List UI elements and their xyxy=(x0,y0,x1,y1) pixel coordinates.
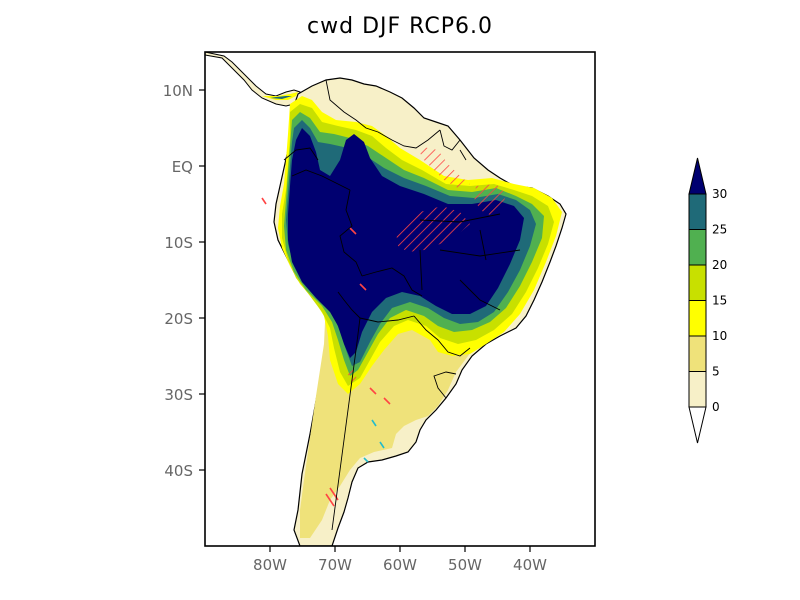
colorbar-label: 10 xyxy=(712,329,727,343)
colorbar-label: 20 xyxy=(712,258,727,272)
y-tick-label: 10N xyxy=(163,82,193,100)
border-guianas xyxy=(439,129,467,161)
y-tick-label: EQ xyxy=(172,158,193,176)
border-venezuela-brazil xyxy=(377,129,441,149)
map-title: cwd DJF RCP6.0 xyxy=(307,14,493,39)
colorbar-label: 0 xyxy=(712,400,720,414)
y-tick-label: 20S xyxy=(164,310,193,328)
central-america-wet-band xyxy=(270,96,292,99)
hatch-region-east xyxy=(474,184,506,216)
border-ecuador xyxy=(283,147,319,161)
colorbar-min-arrow xyxy=(688,406,707,444)
x-tick-label: 60W xyxy=(383,556,417,574)
hatch-region-north xyxy=(418,146,470,188)
axis-ticks: 10N EQ 10S 20S 30S 40S 80W 70W 60W 50W 40W xyxy=(163,82,547,574)
colorbar-segment xyxy=(688,371,707,408)
border-paraguay xyxy=(413,315,471,357)
hatch-alt-3 xyxy=(363,457,369,463)
hatch-frag-1 xyxy=(369,387,377,395)
significance-hatching xyxy=(346,146,506,388)
border-colombia-venezuela xyxy=(325,79,379,133)
x-tick-label: 70W xyxy=(318,556,352,574)
hatch-fragments-alt xyxy=(363,419,385,463)
hatch-frag-7 xyxy=(359,283,367,291)
border-bolivia-argentina xyxy=(359,315,415,323)
x-tick-label: 80W xyxy=(253,556,287,574)
hatch-alt-2 xyxy=(379,441,385,449)
hatch-frag-2 xyxy=(383,397,391,405)
y-tick-label: 10S xyxy=(164,234,193,252)
x-tick-label: 40W xyxy=(513,556,547,574)
border-peru-chile xyxy=(337,291,361,319)
hatch-alt-1 xyxy=(371,419,377,427)
colorbar-label: 25 xyxy=(712,223,727,237)
country-borders xyxy=(283,79,521,531)
y-tick-label: 40S xyxy=(164,462,193,480)
colorbar-segment xyxy=(688,335,707,372)
colorbar-label: 30 xyxy=(712,187,727,201)
hatch-frag-5 xyxy=(261,197,267,205)
colorbar-segment xyxy=(688,264,707,301)
hatch-region-central xyxy=(396,206,470,252)
border-colombia-peru xyxy=(291,169,351,191)
map-plot-area xyxy=(205,52,567,546)
border-uruguay xyxy=(433,371,457,399)
colorbar-label: 15 xyxy=(712,294,727,308)
colorbar-segment xyxy=(688,193,707,230)
hatch-frag-6 xyxy=(349,227,357,235)
colorbar-label: 5 xyxy=(712,365,720,379)
colorbar-max-arrow xyxy=(688,157,707,195)
hatch-frag-4 xyxy=(325,493,335,507)
x-tick-label: 50W xyxy=(448,556,482,574)
central-america-landmass xyxy=(205,52,301,107)
border-peru-brazil xyxy=(339,189,363,277)
colorbar: 0 5 10 15 20 25 30 xyxy=(688,157,727,444)
colorbar-segment xyxy=(688,229,707,266)
colorbar-segment xyxy=(688,300,707,337)
border-brazil-bolivia xyxy=(361,267,423,297)
y-tick-label: 30S xyxy=(164,386,193,404)
border-brazil-states xyxy=(419,213,521,311)
border-chile-argentina xyxy=(331,317,361,531)
